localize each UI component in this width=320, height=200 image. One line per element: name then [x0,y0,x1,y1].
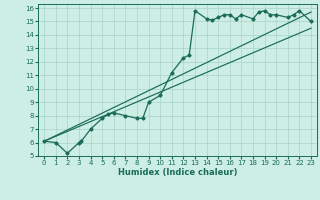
X-axis label: Humidex (Indice chaleur): Humidex (Indice chaleur) [118,168,237,177]
